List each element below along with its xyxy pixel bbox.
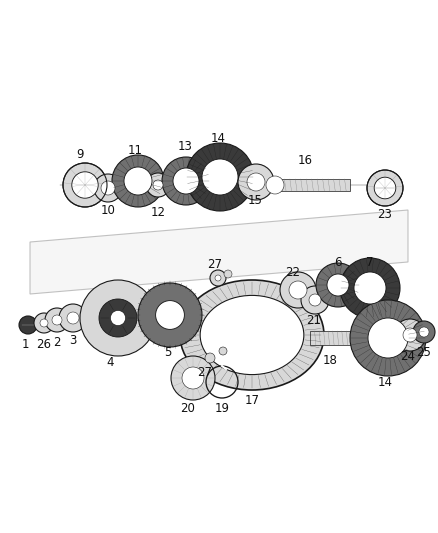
Polygon shape bbox=[30, 210, 408, 294]
Bar bbox=[310, 331, 360, 345]
Ellipse shape bbox=[316, 263, 360, 307]
Ellipse shape bbox=[215, 275, 221, 281]
Text: 4: 4 bbox=[106, 356, 114, 368]
Ellipse shape bbox=[45, 308, 69, 332]
Ellipse shape bbox=[59, 304, 87, 332]
Text: 18: 18 bbox=[322, 353, 337, 367]
Ellipse shape bbox=[67, 312, 79, 324]
Text: 21: 21 bbox=[307, 313, 321, 327]
Text: 24: 24 bbox=[400, 350, 416, 362]
Ellipse shape bbox=[247, 173, 265, 191]
Ellipse shape bbox=[171, 356, 215, 400]
Ellipse shape bbox=[309, 294, 321, 306]
Ellipse shape bbox=[374, 177, 396, 199]
Text: 25: 25 bbox=[417, 345, 431, 359]
Ellipse shape bbox=[354, 272, 386, 304]
Text: 27: 27 bbox=[208, 257, 223, 271]
Bar bbox=[268, 179, 350, 191]
Text: 22: 22 bbox=[286, 265, 300, 279]
Ellipse shape bbox=[34, 313, 54, 333]
Ellipse shape bbox=[367, 170, 403, 206]
Ellipse shape bbox=[219, 347, 227, 355]
Ellipse shape bbox=[413, 321, 435, 343]
Ellipse shape bbox=[110, 310, 126, 326]
Ellipse shape bbox=[180, 280, 324, 390]
Ellipse shape bbox=[124, 167, 152, 195]
Text: 1: 1 bbox=[21, 337, 29, 351]
Text: 10: 10 bbox=[101, 204, 116, 216]
Ellipse shape bbox=[403, 328, 417, 342]
Ellipse shape bbox=[186, 143, 254, 211]
Text: 20: 20 bbox=[180, 401, 195, 415]
Ellipse shape bbox=[101, 181, 115, 195]
Ellipse shape bbox=[19, 316, 37, 334]
Ellipse shape bbox=[80, 280, 156, 356]
Ellipse shape bbox=[173, 168, 199, 194]
Ellipse shape bbox=[301, 286, 329, 314]
Ellipse shape bbox=[394, 319, 426, 351]
Text: 17: 17 bbox=[244, 393, 259, 407]
Ellipse shape bbox=[280, 272, 316, 308]
Text: 9: 9 bbox=[76, 149, 84, 161]
Text: 15: 15 bbox=[247, 193, 262, 206]
Text: 14: 14 bbox=[211, 132, 226, 144]
Ellipse shape bbox=[155, 301, 184, 329]
Text: 7: 7 bbox=[366, 256, 374, 270]
Ellipse shape bbox=[368, 318, 408, 358]
Ellipse shape bbox=[138, 283, 202, 347]
Ellipse shape bbox=[200, 295, 304, 375]
Text: 11: 11 bbox=[127, 143, 142, 157]
Text: 19: 19 bbox=[215, 401, 230, 415]
Text: 23: 23 bbox=[378, 208, 392, 222]
Ellipse shape bbox=[224, 270, 232, 278]
Text: 13: 13 bbox=[177, 141, 192, 154]
Text: 14: 14 bbox=[378, 376, 392, 390]
Text: 2: 2 bbox=[53, 335, 61, 349]
Ellipse shape bbox=[52, 315, 62, 325]
Ellipse shape bbox=[112, 155, 164, 207]
Text: 26: 26 bbox=[36, 337, 52, 351]
Text: 27: 27 bbox=[198, 367, 212, 379]
Ellipse shape bbox=[350, 300, 426, 376]
Text: 3: 3 bbox=[69, 334, 77, 346]
Ellipse shape bbox=[266, 176, 284, 194]
Ellipse shape bbox=[153, 180, 163, 190]
Ellipse shape bbox=[205, 353, 215, 363]
Ellipse shape bbox=[210, 270, 226, 286]
Ellipse shape bbox=[182, 367, 204, 389]
Text: 12: 12 bbox=[151, 206, 166, 220]
Ellipse shape bbox=[289, 281, 307, 299]
Ellipse shape bbox=[72, 172, 98, 198]
Ellipse shape bbox=[94, 174, 122, 202]
Ellipse shape bbox=[340, 258, 400, 318]
Ellipse shape bbox=[202, 159, 238, 195]
Ellipse shape bbox=[162, 157, 210, 205]
Text: 6: 6 bbox=[334, 255, 342, 269]
Text: 16: 16 bbox=[297, 154, 312, 166]
Ellipse shape bbox=[63, 163, 107, 207]
Ellipse shape bbox=[327, 274, 349, 296]
Ellipse shape bbox=[419, 327, 429, 337]
Ellipse shape bbox=[238, 164, 274, 200]
Text: 5: 5 bbox=[164, 346, 172, 359]
Ellipse shape bbox=[99, 299, 137, 337]
Ellipse shape bbox=[146, 173, 170, 197]
Ellipse shape bbox=[40, 319, 48, 327]
